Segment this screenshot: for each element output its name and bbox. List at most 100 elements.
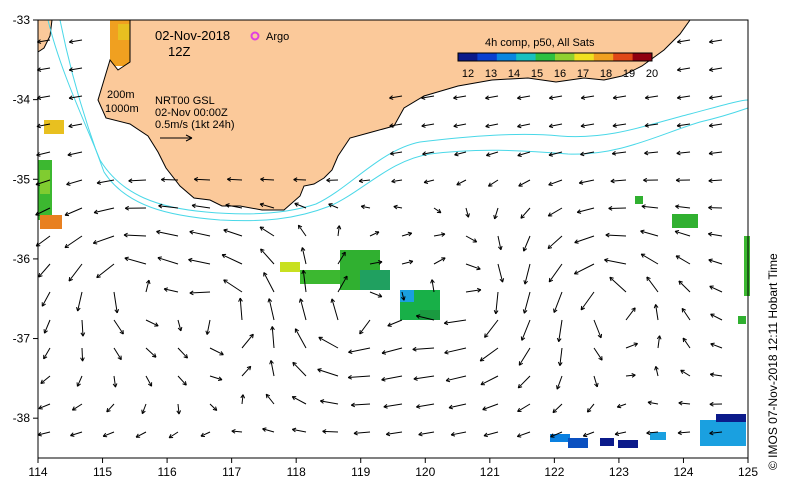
current-arrow-head (548, 152, 553, 157)
current-arrow-head (709, 401, 714, 407)
current-arrow-head (678, 280, 683, 286)
current-arrow-head (456, 181, 461, 186)
current-arrow (44, 319, 51, 334)
current-arrow-head (675, 204, 680, 209)
current-arrow-head (582, 432, 588, 438)
current-arrow-head (418, 431, 423, 437)
current-arrow-head (294, 328, 300, 333)
current-arrow-head (182, 381, 187, 386)
current-arrow (517, 151, 531, 157)
current-arrow (317, 368, 339, 377)
colorbar-swatch (555, 53, 575, 61)
current-arrow-head (421, 95, 426, 100)
current-arrow (69, 39, 83, 43)
current-arrow-head (445, 377, 451, 383)
current-arrow-head (267, 298, 273, 303)
map-frame (37, 19, 749, 459)
current-arrow (677, 67, 691, 71)
current-arrow-head (38, 405, 43, 410)
current-arrow-head (408, 259, 414, 265)
current-arrow (605, 234, 627, 237)
current-arrow-head (326, 177, 331, 183)
current-arrow (495, 291, 499, 314)
current-arrow (517, 375, 531, 389)
current-arrow-head (416, 404, 421, 409)
current-arrow (494, 207, 499, 220)
current-arrow (625, 307, 636, 321)
current-arrow (241, 365, 252, 377)
current-arrow (93, 207, 115, 214)
current-arrow (612, 151, 627, 155)
current-arrow-head (200, 432, 205, 437)
current-arrow (465, 207, 469, 218)
current-arrow-head (548, 181, 553, 187)
current-arrow (271, 326, 275, 349)
current-arrow (483, 431, 499, 437)
current-arrow (517, 95, 531, 99)
current-arrow (456, 179, 467, 186)
current-arrow-head (177, 326, 183, 332)
current-arrow-head (413, 376, 418, 381)
current-arrow (613, 95, 627, 99)
current-arrow (93, 235, 115, 244)
current-arrow-head (680, 369, 685, 374)
current-arrow-head (516, 433, 522, 438)
current-arrow (574, 263, 595, 275)
current-arrow-head (675, 177, 680, 183)
y-tick-label: -33 (13, 13, 31, 27)
current-arrow-head (377, 293, 383, 298)
current-arrow (709, 95, 723, 99)
current-arrow-head (300, 247, 306, 252)
sst-patch (420, 310, 440, 320)
current-arrow (225, 204, 243, 209)
current-arrow (302, 270, 307, 293)
sst-patch (568, 438, 588, 448)
current-arrow (708, 259, 723, 265)
contour-label-200m: 200m (107, 89, 135, 101)
current-arrow-head (124, 256, 129, 262)
current-arrow (479, 347, 499, 362)
current-arrow-head (520, 214, 525, 219)
current-arrow (113, 319, 124, 335)
current-arrow-head (644, 95, 650, 100)
current-arrow-head (674, 230, 680, 235)
current-arrow (625, 374, 636, 377)
current-arrow-head (604, 258, 609, 263)
current-arrow (549, 95, 563, 99)
colorbar-swatch (574, 53, 595, 61)
current-arrow-head (422, 151, 427, 156)
colorbar-tick-label: 12 (462, 68, 474, 80)
x-tick-label: 121 (480, 465, 500, 479)
current-arrow-head (441, 257, 446, 262)
current-arrow-head (610, 178, 615, 184)
current-arrow-head (448, 404, 453, 410)
sst-patch (280, 262, 300, 272)
current-arrow-head (586, 408, 592, 413)
current-arrow-head (640, 253, 646, 258)
current-arrow (547, 207, 563, 217)
current-arrow-head (643, 177, 648, 183)
current-arrow (431, 279, 435, 293)
current-arrow-head (708, 39, 714, 44)
current-arrow (497, 235, 502, 250)
current-arrow (268, 298, 275, 321)
current-arrow (604, 259, 627, 265)
current-arrow-head (421, 123, 426, 128)
current-arrow-head (450, 431, 456, 437)
current-arrow (353, 431, 371, 434)
current-arrow-head (523, 280, 528, 285)
current-arrow-head (612, 123, 617, 128)
x-tick-label: 125 (738, 465, 758, 479)
current-arrow (223, 229, 243, 237)
current-arrow (681, 308, 691, 321)
current-arrow (177, 403, 180, 415)
map-hour: 12Z (168, 44, 190, 59)
current-arrow (337, 251, 346, 265)
current-arrow-head (265, 393, 271, 399)
credit-label: © IMOS 07-Nov-2018 12:11 Hobart Time (766, 253, 780, 470)
current-arrow (644, 151, 659, 154)
y-tick-label: -38 (13, 411, 31, 425)
current-arrow-head (263, 272, 268, 277)
current-arrow-head (381, 376, 386, 382)
current-arrow-head (347, 374, 353, 380)
